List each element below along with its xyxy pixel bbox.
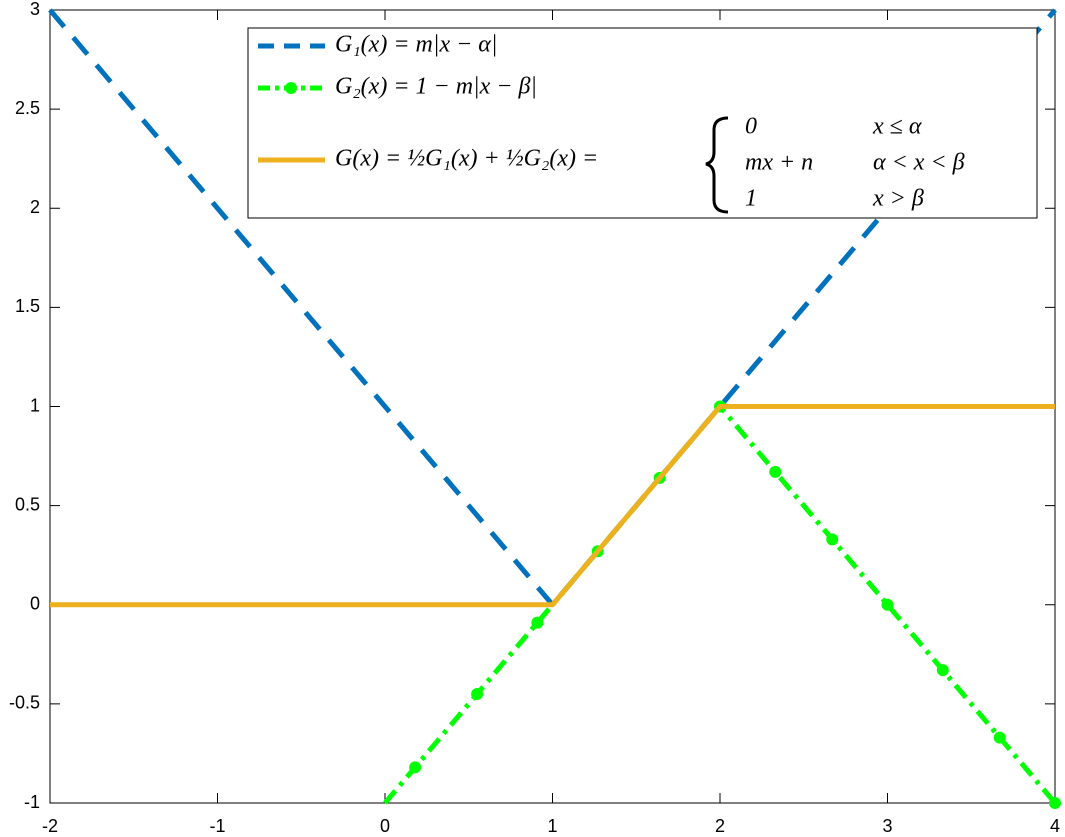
marker: [936, 664, 949, 677]
case-condition: x ≤ α: [872, 114, 922, 140]
y-tick-label: 1: [30, 395, 40, 415]
marker: [409, 761, 422, 774]
case-condition: x > β: [872, 186, 924, 212]
x-tick-label: 0: [380, 816, 390, 836]
case-value: 0: [745, 114, 757, 140]
y-tick-label: 0.5: [15, 494, 40, 514]
y-tick-label: 2: [30, 197, 40, 217]
legend-label: G₁(x) = m|x − α|: [335, 32, 497, 58]
y-tick-label: 2.5: [15, 98, 40, 118]
legend-label: G₂(x) = 1 − m|x − β|: [335, 74, 537, 100]
brace: [705, 116, 729, 214]
x-tick-label: 3: [882, 816, 892, 836]
x-tick-label: 1: [547, 816, 557, 836]
y-tick-label: 1.5: [15, 296, 40, 316]
legend: G₁(x) = m|x − α| G₂(x) = 1 − m|x − β| G(x)…: [247, 27, 1038, 219]
series-line: [50, 404, 1055, 608]
marker: [471, 687, 484, 700]
x-tick-label: -1: [209, 816, 225, 836]
marker: [1049, 797, 1061, 809]
marker: [881, 598, 894, 611]
marker: [769, 465, 782, 478]
y-tick-label: -1: [24, 792, 40, 812]
x-tick-label: 2: [715, 816, 725, 836]
marker: [993, 731, 1006, 744]
case-condition: α < x < β: [873, 150, 965, 176]
marker: [531, 616, 544, 629]
marker: [826, 533, 839, 546]
case-value: 1: [745, 186, 757, 212]
y-tick-label: 0: [30, 594, 40, 614]
y-tick-label: -0.5: [9, 693, 40, 713]
x-tick-label: -2: [42, 816, 58, 836]
case-value: mx + n: [745, 150, 813, 176]
legend-marker: [285, 82, 297, 94]
y-tick-label: 3: [30, 0, 40, 19]
x-tick-label: 4: [1050, 816, 1060, 836]
legend-box: [247, 27, 1038, 219]
legend-label: G(x) = ½G₁(x) + ½G₂(x) =: [335, 146, 598, 172]
